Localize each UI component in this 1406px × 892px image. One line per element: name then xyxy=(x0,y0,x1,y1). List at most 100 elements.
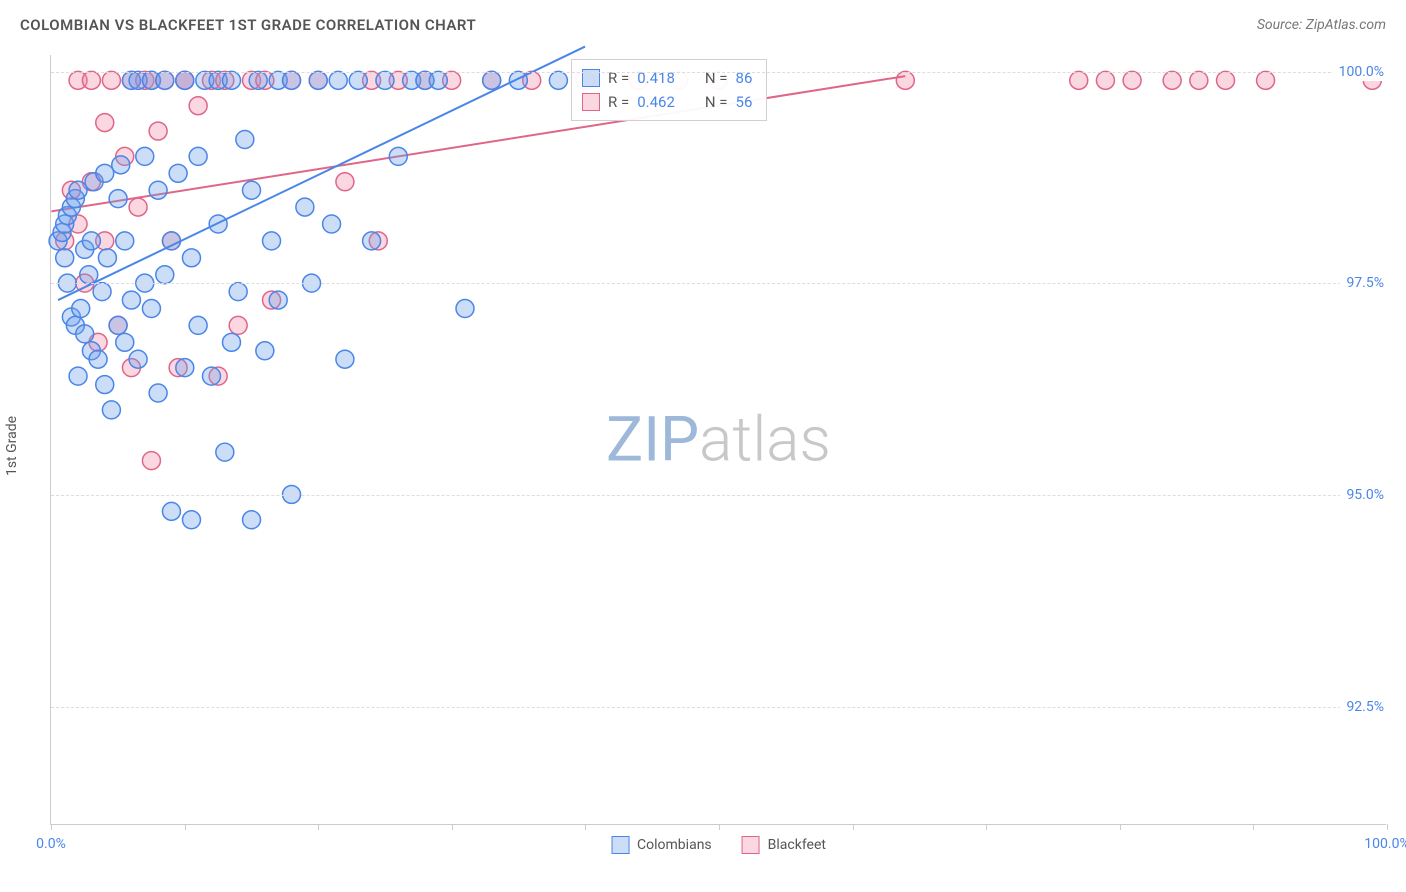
data-point xyxy=(376,71,394,89)
data-point xyxy=(96,376,114,394)
xtick xyxy=(585,824,586,830)
n-label: N = xyxy=(705,90,728,114)
data-point xyxy=(56,249,74,267)
xtick xyxy=(719,824,720,830)
gridline xyxy=(51,707,1386,708)
data-point xyxy=(509,71,527,89)
data-point xyxy=(149,122,167,140)
data-point xyxy=(109,316,127,334)
data-point xyxy=(1123,71,1141,89)
data-point xyxy=(169,164,187,182)
xtick xyxy=(986,824,987,830)
data-point xyxy=(216,443,234,461)
data-point xyxy=(80,266,98,284)
data-point xyxy=(156,266,174,284)
r-value-colombians: 0.418 xyxy=(637,66,675,90)
xtick-label: 0.0% xyxy=(36,836,66,852)
data-point xyxy=(129,198,147,216)
gridline xyxy=(51,283,1386,284)
data-point xyxy=(102,401,120,419)
xtick xyxy=(1387,824,1388,830)
chart-title: COLOMBIAN VS BLACKFEET 1ST GRADE CORRELA… xyxy=(20,16,476,34)
data-point xyxy=(1190,71,1208,89)
data-point xyxy=(116,333,134,351)
bottom-legend: Colombians Blackfeet xyxy=(611,836,826,854)
legend-item-colombians: Colombians xyxy=(611,836,712,854)
xtick xyxy=(51,824,52,830)
data-point xyxy=(329,71,347,89)
data-point xyxy=(229,316,247,334)
data-point xyxy=(109,190,127,208)
data-point xyxy=(202,367,220,385)
data-point xyxy=(96,114,114,132)
data-point xyxy=(69,181,87,199)
data-point xyxy=(223,71,241,89)
data-point xyxy=(102,71,120,89)
plot-area: ZIPatlas R = 0.418 N = 86 R = 0.462 N = … xyxy=(50,55,1386,825)
swatch-blackfeet xyxy=(582,93,600,111)
data-point xyxy=(176,359,194,377)
r-value-blackfeet: 0.462 xyxy=(637,90,675,114)
data-point xyxy=(136,147,154,165)
stats-legend: R = 0.418 N = 86 R = 0.462 N = 56 xyxy=(571,59,767,121)
data-point xyxy=(116,232,134,250)
data-point xyxy=(129,350,147,368)
data-point xyxy=(389,147,407,165)
y-axis-label: 1st Grade xyxy=(4,416,20,476)
data-point xyxy=(182,511,200,529)
data-point xyxy=(162,502,180,520)
data-point xyxy=(142,452,160,470)
data-point xyxy=(182,249,200,267)
gridline xyxy=(51,495,1386,496)
data-point xyxy=(89,350,107,368)
data-point xyxy=(309,71,327,89)
data-point xyxy=(189,97,207,115)
data-point xyxy=(349,71,367,89)
scatter-svg xyxy=(51,55,1386,824)
data-point xyxy=(189,316,207,334)
legend-item-blackfeet: Blackfeet xyxy=(742,836,826,854)
data-point xyxy=(82,71,100,89)
data-point xyxy=(549,71,567,89)
data-point xyxy=(269,291,287,309)
swatch-blackfeet xyxy=(742,836,760,854)
ytick-label: 97.5% xyxy=(1340,274,1390,292)
data-point xyxy=(1163,71,1181,89)
data-point xyxy=(243,181,261,199)
data-point xyxy=(76,325,94,343)
data-point xyxy=(296,198,314,216)
n-label: N = xyxy=(705,66,728,90)
data-point xyxy=(162,232,180,250)
r-label: R = xyxy=(608,66,629,90)
data-point xyxy=(229,283,247,301)
stats-row-colombians: R = 0.418 N = 86 xyxy=(582,66,752,90)
xtick xyxy=(318,824,319,830)
data-point xyxy=(72,300,90,318)
data-point xyxy=(363,232,381,250)
legend-label-colombians: Colombians xyxy=(637,837,712,853)
data-point xyxy=(323,215,341,233)
r-label: R = xyxy=(608,90,629,114)
data-point xyxy=(149,181,167,199)
data-point xyxy=(122,291,140,309)
data-point xyxy=(336,173,354,191)
data-point xyxy=(223,333,241,351)
data-point xyxy=(243,511,261,529)
ytick-label: 92.5% xyxy=(1340,698,1390,716)
xtick xyxy=(185,824,186,830)
xtick xyxy=(1253,824,1254,830)
xtick-label: 100.0% xyxy=(1364,836,1406,852)
data-point xyxy=(96,164,114,182)
plot-container: ZIPatlas R = 0.418 N = 86 R = 0.462 N = … xyxy=(50,55,1386,825)
source-text: Source: ZipAtlas.com xyxy=(1257,17,1386,33)
data-point xyxy=(249,71,267,89)
data-point xyxy=(1096,71,1114,89)
data-point xyxy=(263,232,281,250)
ytick-label: 100.0% xyxy=(1333,63,1390,81)
gridline xyxy=(51,72,1386,73)
legend-label-blackfeet: Blackfeet xyxy=(768,837,826,853)
data-point xyxy=(93,283,111,301)
data-point xyxy=(1070,71,1088,89)
data-point xyxy=(142,300,160,318)
data-point xyxy=(156,71,174,89)
